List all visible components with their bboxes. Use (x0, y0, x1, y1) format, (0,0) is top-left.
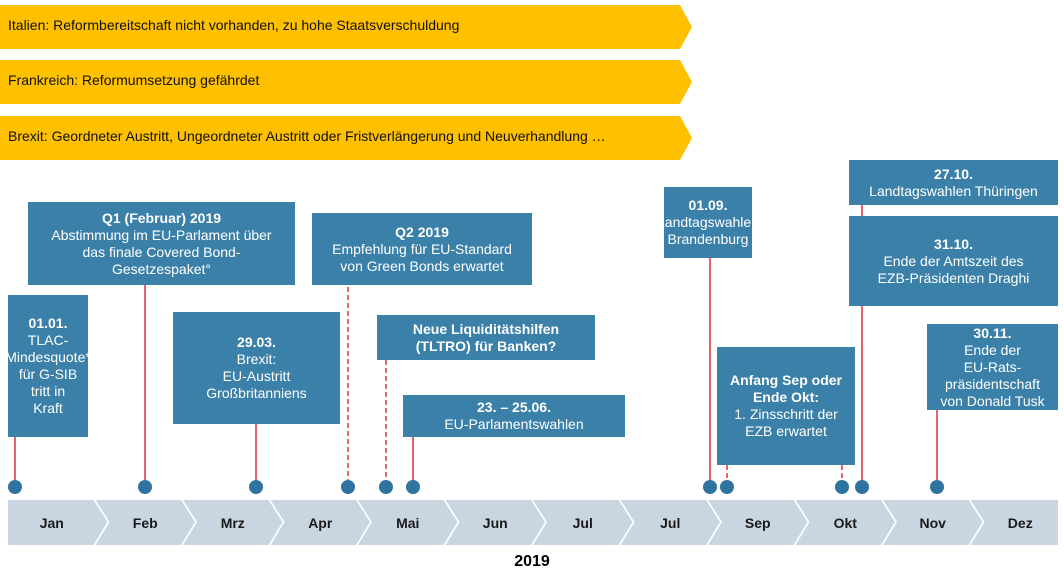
event-text: von Donald Tusk (940, 392, 1045, 409)
month-chevron (445, 500, 545, 545)
event-box: 01.09. Landtagswahlen Brandenburg (657, 187, 759, 258)
event-box: 27.10. Landtagswahlen Thüringen (849, 160, 1058, 205)
event-box: Neue Liquiditätshilfen (TLTRO) für Banken… (377, 315, 595, 360)
month-label: Jul (660, 515, 680, 531)
event-text: Landtagswahlen (657, 214, 759, 230)
banner-arrow (0, 5, 692, 49)
event-text: Empfehlung für EU-Standard (332, 240, 512, 257)
month-label: Mrz (221, 515, 245, 531)
event-box: 23. – 25.06. EU-Parlamentswahlen (403, 395, 625, 437)
event-box: Anfang Sep oder Ende Okt: 1. Zinsschritt d… (717, 347, 855, 465)
event-text: 1. Zinsschritt der (734, 406, 838, 422)
event-title: Ende Okt: (752, 389, 820, 405)
event-text: EU-Austritt (222, 368, 291, 384)
month-label: Jun (483, 515, 508, 531)
month-chevron (270, 500, 370, 545)
event-dot (406, 480, 420, 494)
event-title: 31.10. (934, 235, 973, 252)
event-title: (TLTRO) für Banken? (415, 337, 557, 354)
event-dot (341, 480, 355, 494)
event-dot (703, 480, 717, 494)
event-title: 01.01. (28, 315, 68, 331)
event-text: EU-Parlamentswahlen (444, 416, 584, 432)
event-title: Q1 (Februar) 2019 (101, 209, 222, 226)
event-text: Großbritanniens (206, 385, 307, 401)
month-chevron (883, 500, 983, 545)
event-text: das finale Covered Bond- (82, 243, 241, 260)
banner-text: Frankreich: Reformumsetzung gefährdet (8, 72, 260, 88)
event-text: Mindesquote* (5, 349, 91, 365)
banner-text: Brexit: Geordneter Austritt, Ungeordnete… (8, 128, 606, 144)
event-title: 30.11. (973, 324, 1012, 341)
month-chevron (358, 500, 458, 545)
event-title: 27.10. (934, 165, 973, 182)
event-text: Brexit: (236, 351, 277, 367)
month-label: Okt (834, 515, 858, 531)
event-title: Q2 2019 (395, 223, 449, 240)
event-text: Gesetzespaket° (112, 260, 211, 277)
banner-arrow (0, 116, 692, 160)
event-box: Q2 2019 Empfehlung für EU-Standard von Gre… (312, 213, 532, 285)
banner-text: Italien: Reformbereitschaft nicht vorhan… (8, 17, 460, 33)
event-box: 30.11. Ende der EU-Rats-präsidentschaft von… (927, 324, 1058, 410)
month-chevron (708, 500, 808, 545)
month-label: Apr (308, 515, 333, 531)
month-label: Mai (396, 515, 419, 531)
event-dot (379, 480, 393, 494)
event-dot (138, 480, 152, 494)
month-chevron (95, 500, 195, 545)
month-chevron (970, 500, 1058, 545)
event-title: 01.09. (688, 197, 728, 213)
event-text: TLAC- (27, 332, 69, 348)
event-text: Ende der (964, 341, 1021, 358)
event-title: 23. – 25.06. (477, 399, 551, 415)
month-chevron (8, 500, 108, 545)
event-text: für G-SIB tritt in (18, 366, 78, 399)
month-chevron (183, 500, 283, 545)
event-box: 01.01. TLAC- Mindesquote* für G-SIB tritt i… (5, 295, 91, 437)
event-dot (8, 480, 22, 494)
event-text: präsidentschaft (945, 375, 1040, 392)
event-text: Ende der Amtszeit des (883, 252, 1024, 269)
month-label: Sep (745, 515, 771, 531)
event-text: Kraft (33, 400, 63, 416)
event-box: Q1 (Februar) 2019 Abstimmung im EU-Parlam… (28, 202, 295, 285)
event-dot (855, 480, 869, 494)
event-text: EU-Rats- (963, 358, 1022, 375)
event-text: EZB erwartet (745, 423, 827, 439)
event-title: 29.03. (237, 334, 276, 350)
event-title: Anfang Sep oder (729, 372, 842, 388)
banner-arrow (0, 60, 692, 104)
month-label: Nov (920, 515, 947, 531)
event-box: 31.10. Ende der Amtszeit des EZB-Präsident… (849, 216, 1058, 306)
year-label: 2019 (514, 553, 550, 570)
month-chevron (620, 500, 720, 545)
event-text: EZB-Präsidenten Draghi (877, 269, 1030, 286)
month-chevron (533, 500, 633, 545)
event-text: Brandenburg (667, 231, 749, 247)
event-dot (835, 480, 849, 494)
event-dot (720, 480, 734, 494)
month-chevron (795, 500, 895, 545)
event-text: Abstimmung im EU-Parlament über (51, 226, 272, 243)
event-dot (930, 480, 944, 494)
month-label: Jul (573, 515, 593, 531)
event-box: 29.03. Brexit: EU-Austritt Großbritanniens (173, 312, 340, 424)
event-title: Neue Liquiditätshilfen (412, 320, 560, 337)
event-dot (249, 480, 263, 494)
month-label: Dez (1008, 515, 1033, 531)
event-text: Landtagswahlen Thüringen (869, 182, 1038, 199)
event-text: von Green Bonds erwartet (340, 257, 504, 274)
month-label: Feb (133, 515, 158, 531)
month-label: Jan (40, 515, 64, 531)
